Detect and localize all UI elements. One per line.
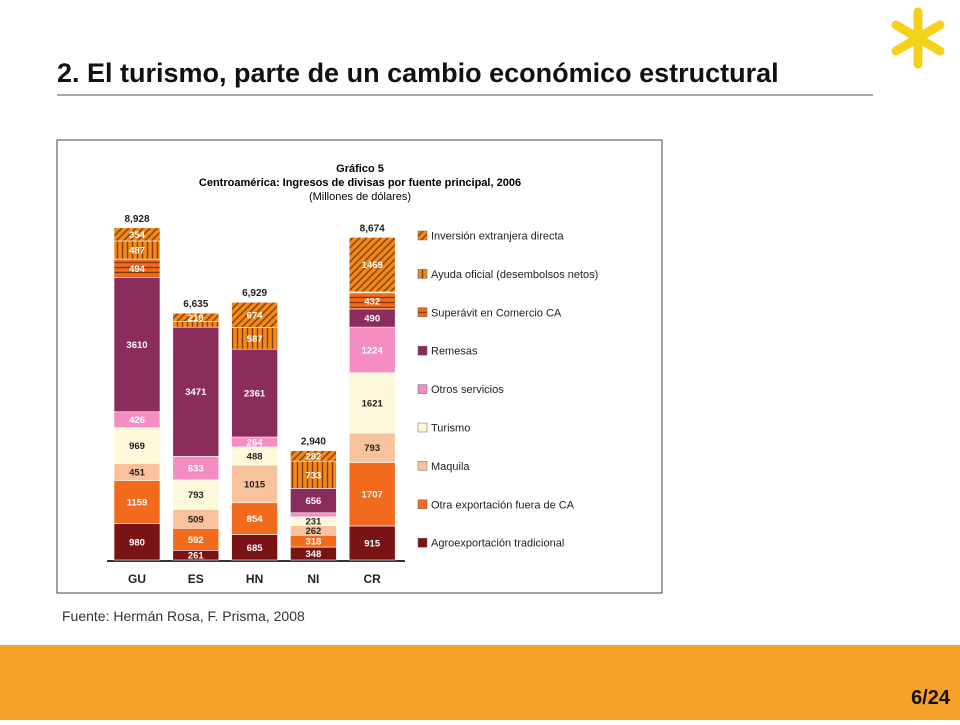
value-label: 1224 (362, 345, 384, 356)
legend-swatch (417, 422, 428, 433)
asterisk (891, 7, 945, 69)
value-label: 494 (129, 264, 146, 275)
value-label: 451 (129, 468, 146, 479)
value-label: 487 (129, 246, 145, 257)
value-label: 432 (364, 296, 380, 307)
bar-segment (172, 326, 220, 457)
value-label: 3471 (185, 387, 207, 398)
value-label: 488 (247, 451, 263, 462)
x-tick-label: ES (188, 572, 204, 586)
value-label: 231 (305, 517, 322, 528)
value-label: 354 (129, 230, 146, 241)
value-label: 733 (305, 470, 321, 481)
chart-subtitle: Centroamérica: Ingresos de divisas por f… (199, 177, 521, 189)
legend-label: Otra exportación fuera de CA (431, 499, 575, 511)
bar-segment (231, 348, 278, 438)
value-label: 282 (305, 451, 321, 462)
value-label: 969 (129, 441, 145, 452)
legend-swatch (417, 345, 428, 356)
value-label: 656 (305, 496, 321, 507)
bar-segment (172, 312, 220, 322)
value-label: 980 (129, 537, 145, 548)
value-label: 1707 (362, 490, 383, 501)
legend-label: Otros servicios (431, 384, 504, 396)
legend-label: Maquila (431, 461, 470, 473)
x-tick-label: GU (128, 572, 146, 586)
value-label: 633 (188, 464, 204, 475)
bar-segment (290, 488, 337, 514)
value-label: 915 (364, 538, 381, 549)
total-label: 6,635 (183, 299, 208, 310)
value-label: 264 (247, 437, 264, 448)
value-label: 592 (188, 535, 204, 546)
total-label: 8,928 (124, 214, 149, 225)
value-label: 219 (188, 313, 204, 324)
legend-label: Remesas (431, 346, 478, 358)
value-label: 318 (305, 537, 321, 548)
legend-swatch (417, 461, 428, 471)
legend-swatch (417, 269, 428, 279)
bar-segment (231, 301, 278, 328)
footer-band (0, 645, 960, 720)
chart-units: (Millones de dólares) (309, 191, 411, 203)
value-label: 1159 (127, 497, 148, 508)
bar-segment (290, 512, 337, 518)
legend-swatch (417, 230, 428, 241)
legend-label: Superávit en Comercio CA (431, 307, 562, 319)
value-label: 1621 (362, 398, 384, 409)
bar-segment (290, 450, 337, 462)
chart-title: Gráfico 5 (336, 163, 384, 175)
bar-segment (113, 427, 161, 464)
value-label: 793 (188, 490, 204, 501)
bar-segment (348, 326, 396, 373)
value-label: 490 (364, 314, 380, 325)
bar-segment (348, 462, 396, 527)
value-label: 262 (305, 526, 321, 537)
legend-label: Agroexportación tradicional (431, 538, 564, 550)
bar-segment (113, 523, 161, 561)
value-label: 1469 (362, 260, 383, 271)
legend-swatch (417, 537, 428, 548)
legend-label: Ayuda oficial (desembolsos netos) (431, 269, 598, 281)
x-tick-label: HN (246, 572, 263, 586)
bar-segment (113, 277, 161, 413)
legend-swatch (417, 307, 428, 318)
slide-title: 2. El turismo, parte de un cambio económ… (57, 58, 779, 88)
value-label: 509 (188, 514, 204, 525)
total-label: 6,929 (242, 288, 267, 299)
value-label: 261 (188, 551, 205, 562)
value-label: 854 (247, 514, 264, 525)
value-label: 793 (364, 443, 380, 454)
bar-segment (290, 460, 337, 489)
value-label: 674 (247, 310, 264, 321)
x-tick-label: CR (364, 572, 382, 586)
legend-label: Turismo (431, 423, 470, 435)
total-label: 2,940 (301, 437, 326, 448)
value-label: 685 (247, 543, 264, 554)
bar-segment (348, 237, 396, 293)
bar-segment (172, 479, 220, 510)
bar-segment (113, 227, 161, 242)
value-label: 2361 (244, 389, 266, 400)
total-label: 8,674 (360, 223, 385, 234)
bar-segment (348, 525, 396, 561)
page-number: 6/24 (911, 687, 951, 709)
value-label: 3610 (126, 340, 147, 351)
value-label: 426 (129, 415, 145, 426)
legend-label: Inversión extranjera directa (431, 231, 565, 243)
value-label: 587 (247, 334, 263, 345)
value-label: 1015 (244, 479, 266, 490)
legend-swatch (417, 384, 428, 394)
bar-segment (348, 432, 396, 463)
legend-swatch (417, 499, 428, 510)
value-label: 348 (305, 549, 321, 560)
source: Fuente: Hermán Rosa, F. Prisma, 2008 (62, 608, 305, 624)
x-tick-label: NI (307, 572, 319, 586)
